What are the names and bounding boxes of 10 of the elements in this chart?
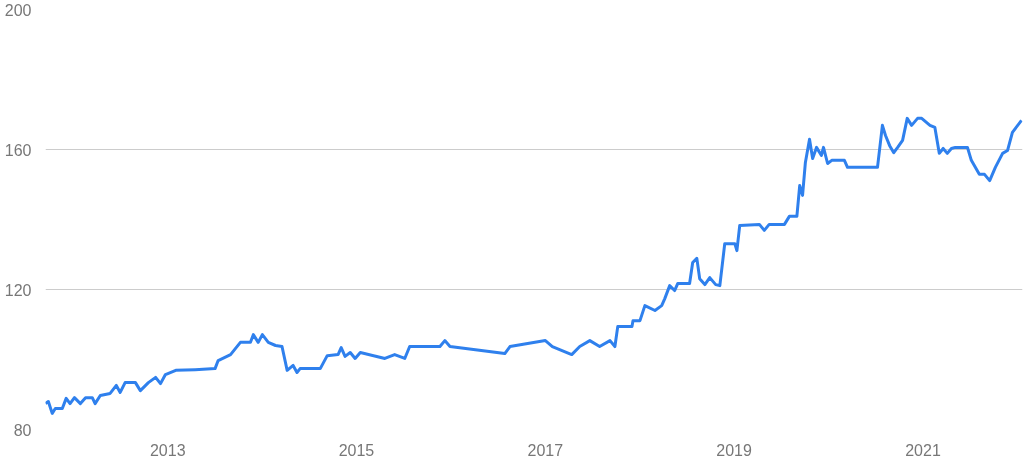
y-tick-label: 120: [4, 281, 32, 299]
x-tick-label: 2019: [716, 441, 752, 459]
y-tick-label: 80: [13, 421, 32, 439]
x-tick-label: 2021: [905, 441, 941, 459]
x-tick-label: 2013: [149, 441, 186, 459]
x-tick-label: 2015: [338, 441, 375, 459]
y-tick-label: 200: [4, 1, 32, 19]
y-tick-label: 160: [4, 141, 32, 159]
x-tick-label: 2017: [527, 441, 564, 459]
line-series: [45, 116, 1023, 415]
